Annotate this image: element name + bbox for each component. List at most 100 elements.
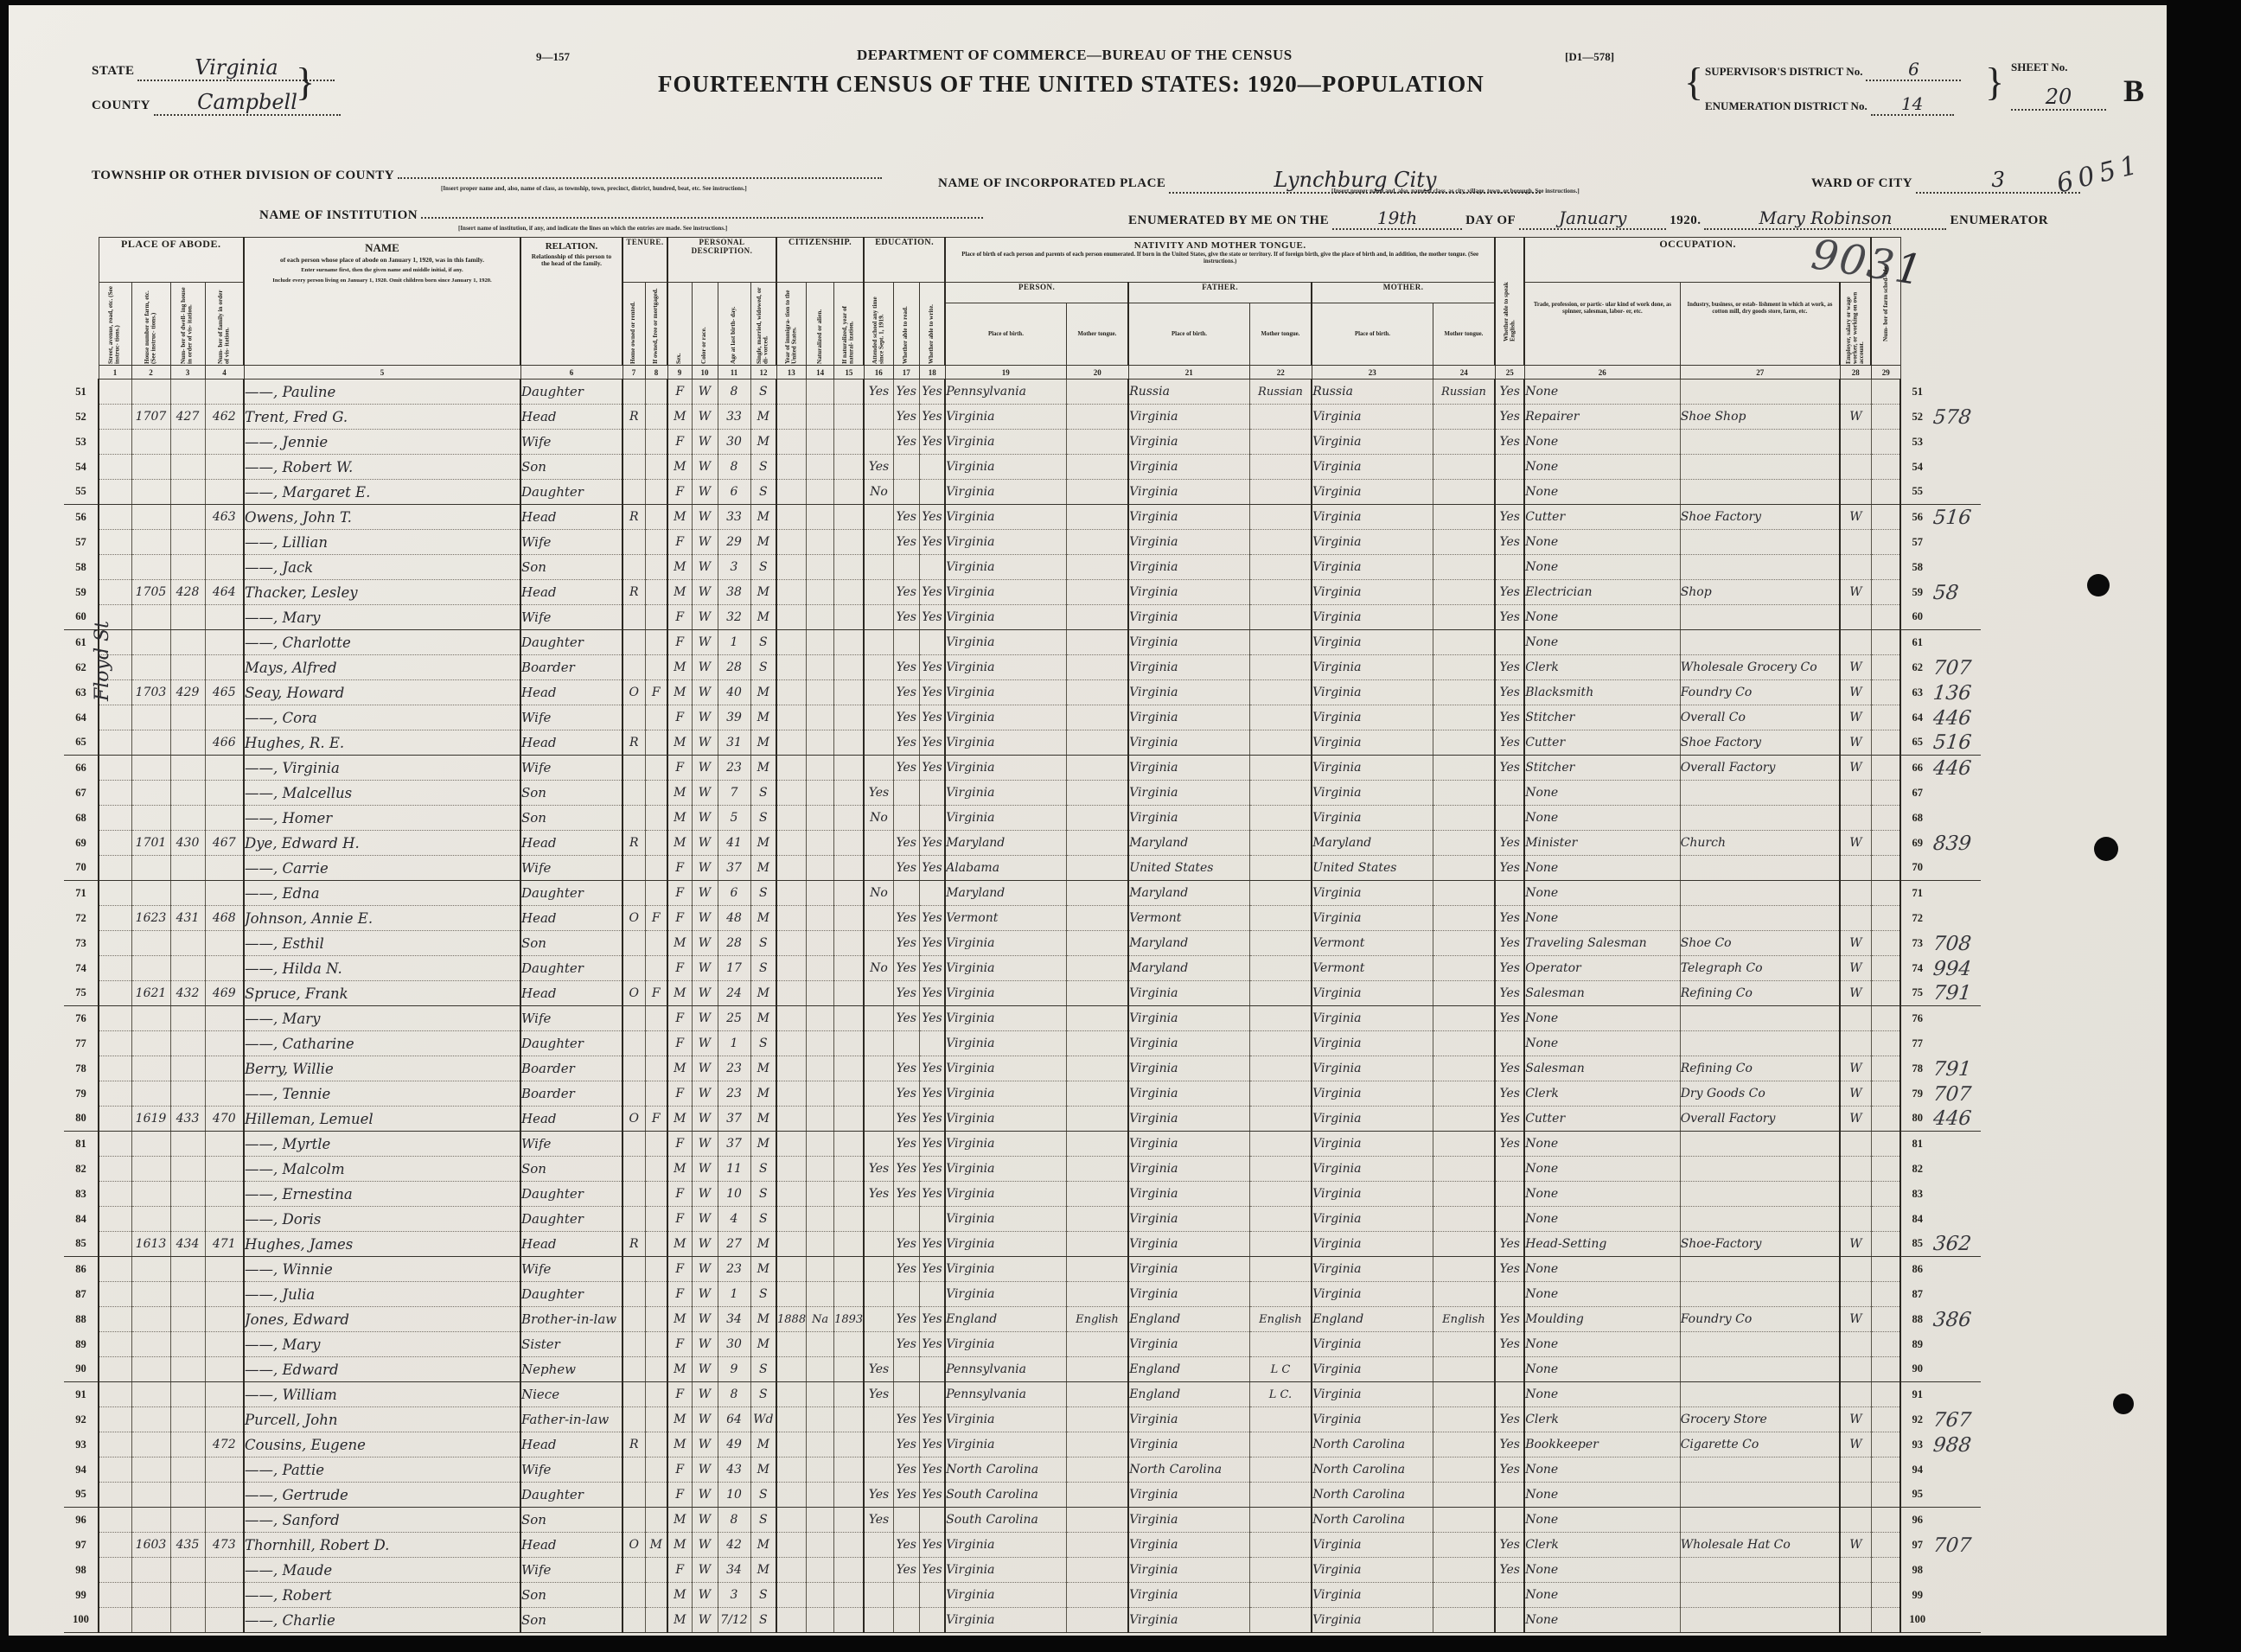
cell-c24	[1432, 1406, 1496, 1432]
cell-c9: F	[667, 1457, 692, 1483]
cell-c19: Maryland	[944, 830, 1067, 856]
cell-c28: W	[1839, 654, 1872, 680]
cell-c16	[863, 1432, 894, 1457]
cell-c23: Virginia	[1311, 1582, 1433, 1608]
cell-c9: M	[667, 1532, 692, 1558]
cell-c28	[1839, 529, 1872, 555]
cell-c11: 48	[717, 905, 750, 931]
cell-c18: Yes	[918, 1081, 946, 1107]
cell-c2	[131, 554, 170, 580]
cell-c6: Head	[520, 980, 622, 1006]
cell-c12: M	[750, 604, 776, 630]
cell-c9: M	[667, 1106, 692, 1132]
cell-c5: ——, Sanford	[243, 1507, 520, 1533]
cell-c21: Virginia	[1127, 780, 1250, 806]
cell-c26: None	[1523, 629, 1681, 655]
table-row: 61 ——, Charlotte Daughter F W 1 S Virginia Virgi…	[64, 629, 1981, 655]
cell-c16: Yes	[863, 379, 894, 405]
col-naturalized: Naturalized or alien.	[806, 282, 835, 366]
cell-c28: W	[1839, 404, 1872, 430]
cell-c25	[1494, 479, 1525, 505]
cell-c27	[1679, 1507, 1841, 1533]
cell-c19: Virginia	[944, 730, 1067, 756]
cell-c29	[1870, 805, 1901, 831]
cell-c13	[776, 1131, 807, 1157]
table-row: 81 ——, Myrtle Wife F W 37 M Yes Yes Virginia Virgi…	[64, 1131, 1981, 1157]
township-note: [Insert proper name and, also, name of c…	[441, 185, 747, 192]
column-number: 15	[833, 365, 865, 380]
cell-c19: Virginia	[944, 654, 1067, 680]
cell-c2	[131, 1356, 170, 1382]
cell-c20	[1065, 379, 1129, 405]
cell-c14	[806, 1532, 834, 1558]
cell-c2	[131, 604, 170, 630]
cell-c10: W	[691, 1156, 718, 1182]
cell-c11: 3	[717, 554, 750, 580]
cell-c18	[918, 1030, 946, 1056]
cell-c6: Daughter	[520, 1482, 622, 1508]
cell-c2	[131, 1607, 170, 1633]
cell-c24	[1432, 1457, 1496, 1483]
cell-c3	[169, 654, 205, 680]
cell-c18	[918, 479, 946, 505]
cell-c15	[833, 1331, 865, 1357]
cell-c13	[776, 1557, 807, 1583]
cell-c22	[1248, 1181, 1312, 1207]
cell-c4	[204, 1030, 244, 1056]
cell-c9: F	[667, 629, 692, 655]
cell-c8	[644, 1406, 667, 1432]
cell-c14	[806, 1381, 834, 1407]
cell-c6: Son	[520, 1507, 622, 1533]
cell-c7	[622, 479, 645, 505]
cell-c5: Owens, John T.	[243, 504, 520, 530]
margin-code	[1932, 1257, 1982, 1282]
cell-c29	[1870, 730, 1901, 756]
cell-c25	[1494, 1181, 1525, 1207]
cell-c24	[1432, 529, 1496, 555]
cell-c21: Virginia	[1127, 604, 1250, 630]
cell-c29	[1870, 504, 1901, 530]
supervisor-label: SUPERVISOR'S DISTRICT No.	[1705, 65, 1863, 78]
cell-c6: Wife	[520, 604, 622, 630]
cell-c14	[806, 830, 834, 856]
cell-c12: S	[750, 1206, 776, 1232]
cell-c12: M	[750, 1331, 776, 1357]
cell-c27	[1679, 1256, 1841, 1282]
cell-c28	[1839, 1156, 1872, 1182]
cell-c7	[622, 1607, 645, 1633]
cell-c23: North Carolina	[1311, 1457, 1433, 1483]
column-number: 14	[806, 365, 835, 380]
cell-c26: None	[1523, 855, 1681, 881]
cell-c24	[1432, 579, 1496, 605]
cell-c29	[1870, 1081, 1901, 1107]
scan-dot	[2087, 574, 2110, 596]
cell-c18: Yes	[918, 504, 946, 530]
cell-c5: ——, Gertrude	[243, 1482, 520, 1508]
cell-c20	[1065, 1081, 1129, 1107]
cell-c13	[776, 805, 807, 831]
cell-c24	[1432, 705, 1496, 730]
line-number-right: 84	[1899, 1206, 1934, 1232]
cell-c24	[1432, 1181, 1496, 1207]
cell-c28: W	[1839, 980, 1872, 1006]
cell-c27	[1679, 454, 1841, 480]
cell-c8	[644, 955, 667, 981]
cell-c13	[776, 705, 807, 730]
cell-c14	[806, 855, 834, 881]
cell-c29	[1870, 1056, 1901, 1081]
enumerated-label: ENUMERATED BY ME ON THE	[1128, 214, 1330, 227]
cell-c2: 1621	[131, 980, 170, 1006]
col-sex: Sex.	[667, 282, 693, 366]
cell-c7: R	[622, 504, 645, 530]
line-number-left: 94	[64, 1457, 99, 1483]
cell-c13	[776, 730, 807, 756]
table-row: 88 Jones, Edward Brother-in-law M W 34 M 1888 Na…	[64, 1306, 1981, 1332]
cell-c29	[1870, 1030, 1901, 1056]
cell-c20	[1065, 679, 1129, 705]
cell-c22	[1248, 830, 1312, 856]
cell-c11: 38	[717, 579, 750, 605]
cell-c2	[131, 755, 170, 781]
cell-c1	[98, 930, 131, 956]
cell-c5: ——, Homer	[243, 805, 520, 831]
